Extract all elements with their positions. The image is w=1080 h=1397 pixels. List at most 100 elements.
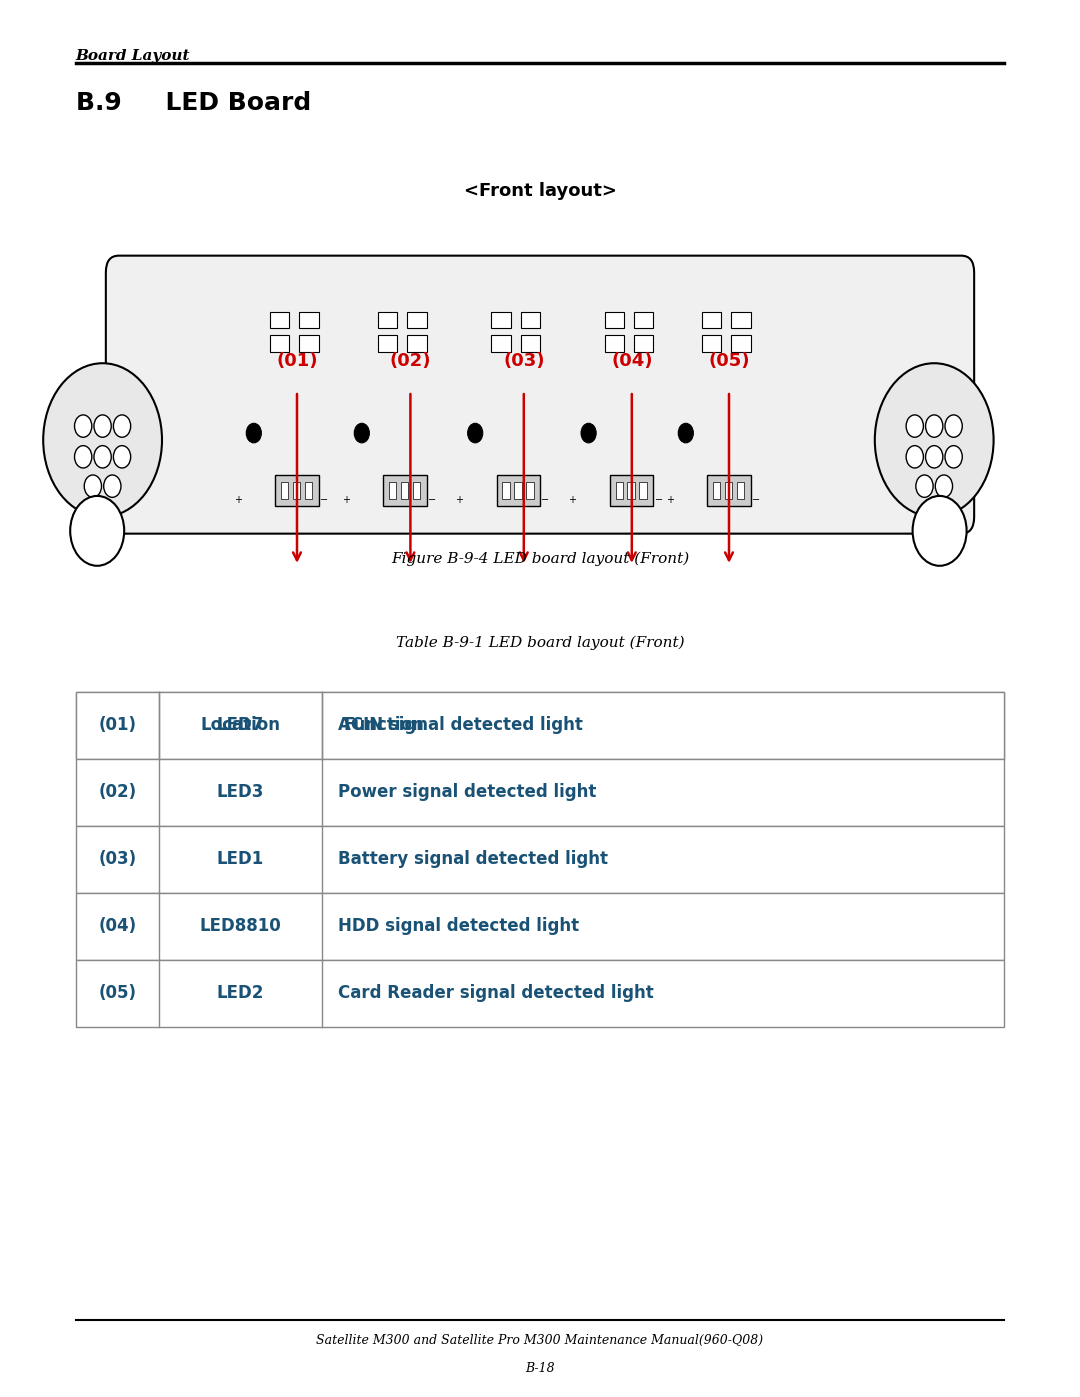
Bar bbox=[497, 475, 540, 506]
Text: Card Reader signal detected light: Card Reader signal detected light bbox=[338, 985, 653, 1002]
Bar bbox=[275, 475, 319, 506]
Circle shape bbox=[43, 363, 162, 517]
Circle shape bbox=[913, 496, 967, 566]
Bar bbox=[299, 335, 319, 352]
Bar bbox=[270, 335, 289, 352]
Text: −: − bbox=[320, 495, 328, 506]
Text: Figure B-9-4 LED board layout (Front): Figure B-9-4 LED board layout (Front) bbox=[391, 552, 689, 566]
Bar bbox=[281, 482, 288, 499]
Text: Location: Location bbox=[201, 717, 281, 733]
Bar bbox=[737, 482, 744, 499]
Circle shape bbox=[906, 446, 923, 468]
Text: (01): (01) bbox=[276, 352, 318, 370]
Circle shape bbox=[468, 423, 483, 443]
Circle shape bbox=[94, 446, 111, 468]
Text: LED7: LED7 bbox=[217, 717, 265, 733]
Text: +: + bbox=[665, 495, 674, 506]
Bar bbox=[491, 312, 511, 328]
Bar bbox=[299, 312, 319, 328]
Text: (01): (01) bbox=[98, 717, 136, 733]
Text: LED1: LED1 bbox=[217, 851, 265, 868]
Bar bbox=[305, 482, 312, 499]
Bar bbox=[702, 335, 721, 352]
Bar bbox=[605, 312, 624, 328]
Text: −: − bbox=[541, 495, 550, 506]
Bar bbox=[521, 335, 540, 352]
Text: Board Layout: Board Layout bbox=[76, 49, 190, 63]
Bar bbox=[270, 312, 289, 328]
Circle shape bbox=[84, 475, 102, 497]
Bar bbox=[76, 692, 1004, 759]
Text: +: + bbox=[341, 495, 350, 506]
Text: LED2: LED2 bbox=[217, 985, 265, 1002]
Text: +: + bbox=[455, 495, 463, 506]
Text: B.9     LED Board: B.9 LED Board bbox=[76, 91, 311, 115]
Text: LED3: LED3 bbox=[217, 784, 265, 800]
Bar bbox=[378, 335, 397, 352]
Text: (03): (03) bbox=[503, 352, 544, 370]
Circle shape bbox=[678, 423, 693, 443]
Text: (03): (03) bbox=[98, 851, 136, 868]
Bar bbox=[383, 475, 427, 506]
Circle shape bbox=[875, 363, 994, 517]
Text: +: + bbox=[568, 495, 577, 506]
Circle shape bbox=[113, 446, 131, 468]
Circle shape bbox=[94, 415, 111, 437]
Bar bbox=[639, 482, 647, 499]
Bar bbox=[707, 475, 751, 506]
Text: +: + bbox=[233, 495, 242, 506]
FancyBboxPatch shape bbox=[106, 256, 974, 534]
Text: Battery signal detected light: Battery signal detected light bbox=[338, 851, 608, 868]
Bar bbox=[634, 335, 653, 352]
Circle shape bbox=[926, 446, 943, 468]
Text: B-18: B-18 bbox=[525, 1362, 555, 1375]
Bar bbox=[407, 312, 427, 328]
Text: Function: Function bbox=[343, 717, 424, 733]
Circle shape bbox=[926, 415, 943, 437]
Text: <Front layout>: <Front layout> bbox=[463, 182, 617, 200]
Circle shape bbox=[916, 475, 933, 497]
Bar bbox=[702, 312, 721, 328]
Bar bbox=[293, 482, 300, 499]
Circle shape bbox=[906, 415, 923, 437]
Bar bbox=[76, 893, 1004, 960]
Text: Satellite M300 and Satellite Pro M300 Maintenance Manual(960-Q08): Satellite M300 and Satellite Pro M300 Ma… bbox=[316, 1334, 764, 1347]
Circle shape bbox=[104, 475, 121, 497]
Circle shape bbox=[75, 446, 92, 468]
Bar bbox=[76, 759, 1004, 826]
Text: (04): (04) bbox=[98, 918, 136, 935]
Bar bbox=[610, 475, 653, 506]
Text: LED8810: LED8810 bbox=[200, 918, 281, 935]
Text: (05): (05) bbox=[708, 352, 750, 370]
Bar bbox=[514, 482, 522, 499]
Text: (02): (02) bbox=[98, 784, 136, 800]
Bar bbox=[76, 826, 1004, 893]
Circle shape bbox=[70, 496, 124, 566]
Bar bbox=[389, 482, 396, 499]
Bar bbox=[378, 312, 397, 328]
Text: −: − bbox=[752, 495, 760, 506]
Text: −: − bbox=[428, 495, 436, 506]
Text: Table B-9-1 LED board layout (Front): Table B-9-1 LED board layout (Front) bbox=[395, 636, 685, 650]
Circle shape bbox=[945, 415, 962, 437]
Text: (02): (02) bbox=[390, 352, 431, 370]
Circle shape bbox=[935, 475, 953, 497]
Text: ACIN signal detected light: ACIN signal detected light bbox=[338, 717, 583, 733]
Bar bbox=[605, 335, 624, 352]
Circle shape bbox=[581, 423, 596, 443]
Circle shape bbox=[246, 423, 261, 443]
Bar bbox=[627, 482, 635, 499]
Text: Power signal detected light: Power signal detected light bbox=[338, 784, 596, 800]
Text: −: − bbox=[654, 495, 663, 506]
Text: (04): (04) bbox=[611, 352, 652, 370]
Bar bbox=[413, 482, 420, 499]
Bar bbox=[502, 482, 510, 499]
Bar bbox=[491, 335, 511, 352]
Bar bbox=[731, 312, 751, 328]
Bar bbox=[526, 482, 534, 499]
Circle shape bbox=[354, 423, 369, 443]
Bar bbox=[713, 482, 720, 499]
Bar bbox=[76, 692, 1004, 759]
Bar bbox=[616, 482, 623, 499]
Circle shape bbox=[75, 415, 92, 437]
